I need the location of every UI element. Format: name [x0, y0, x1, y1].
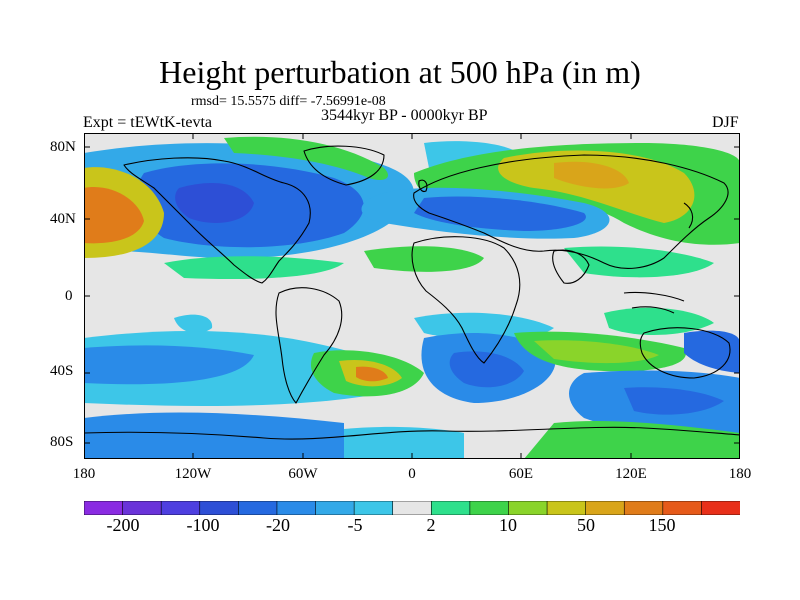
- lon-label: 180: [72, 466, 96, 482]
- lon-label: 60W: [288, 466, 318, 482]
- region-sh-negative: [84, 345, 254, 385]
- lon-label: 0: [408, 466, 416, 482]
- region-tropics-green-1: [164, 256, 344, 280]
- colorbar-swatch: [160, 501, 201, 515]
- colorbar-label: -200: [106, 515, 140, 535]
- colorbar-swatch: [353, 501, 394, 515]
- colorbar-swatch: [315, 501, 355, 515]
- colorbar-swatch: [276, 501, 317, 515]
- region-tropics-green-3: [564, 246, 714, 278]
- colorbar-swatch: [392, 501, 433, 515]
- coast-north-america: [123, 157, 311, 284]
- region-sh-pacific-negative-core: [624, 387, 724, 415]
- experiment-label: Expt = tEWtK-tevta: [83, 114, 212, 131]
- height-perturbation-map: [84, 133, 740, 459]
- coast-africa: [411, 236, 521, 364]
- colorbar-label: 150: [648, 515, 676, 535]
- colorbar-swatch: [469, 501, 510, 515]
- colorbar-swatch: [84, 501, 124, 515]
- coast-australia: [639, 327, 731, 379]
- coast-south-america: [275, 287, 343, 404]
- colorbar-label: 10: [499, 515, 517, 535]
- lat-label: 80S: [50, 434, 74, 450]
- coast-antarctica: [84, 426, 740, 440]
- region-arctic-positive: [224, 136, 389, 180]
- colorbar-swatch: [238, 501, 278, 515]
- lon-label: 60E: [508, 466, 534, 482]
- coast-india: [552, 249, 590, 284]
- region-na-negative-strong: [175, 183, 254, 223]
- coast-japan: [683, 202, 694, 229]
- colorbar-swatch: [546, 501, 587, 515]
- lat-label: 40N: [50, 211, 76, 227]
- coast-eurasia: [413, 154, 729, 269]
- colorbar-label: 2: [426, 515, 436, 535]
- lat-label: 80N: [50, 139, 76, 155]
- colorbar-label: -20: [266, 515, 290, 535]
- colorbar-label: -100: [186, 515, 220, 535]
- chart-title: Height perturbation at 500 hPa (in m): [159, 54, 641, 90]
- region-sh-positive-strong: [356, 366, 388, 382]
- colorbar-swatch: [199, 501, 240, 515]
- colorbar-label: -5: [347, 515, 363, 535]
- coast-uk: [418, 179, 428, 192]
- colorbar: [84, 501, 740, 515]
- colorbar-swatch: [585, 501, 626, 515]
- lon-label: 120W: [174, 466, 212, 482]
- region-tropics-blue-1: [174, 314, 213, 334]
- region-eurasia-positive-strong: [554, 161, 629, 189]
- region-antarctic-positive-2: [344, 426, 464, 459]
- coast-greenland: [303, 145, 385, 186]
- colorbar-swatch: [701, 501, 740, 515]
- coastlines: [84, 145, 740, 440]
- region-tropics-green-2: [364, 246, 484, 272]
- region-sh-indian-positive-core: [534, 340, 659, 364]
- colorbar-label: 50: [577, 515, 595, 535]
- lat-label: 0: [65, 288, 73, 304]
- colorbar-swatch: [623, 501, 664, 515]
- colorbar-swatch: [430, 501, 471, 515]
- region-sh-atlantic-negative-core: [449, 351, 524, 388]
- season-label: DJF: [712, 114, 739, 131]
- map-ticks: [84, 133, 740, 459]
- colorbar-swatch: [122, 501, 162, 515]
- region-npac-positive-core: [84, 187, 144, 244]
- region-antarctic-negative: [84, 412, 344, 459]
- lat-label: 40S: [50, 363, 74, 379]
- colorbar-swatch: [508, 501, 548, 515]
- lon-label: 180: [728, 466, 752, 482]
- lon-label: 120E: [615, 466, 647, 482]
- coast-indonesia: [623, 291, 685, 314]
- rmsd-diff-stats: rmsd= 15.5575 diff= -7.56991e-08: [191, 94, 386, 109]
- colorbar-swatch: [662, 501, 703, 515]
- period-label: 3544kyr BP - 0000kyr BP: [321, 107, 488, 124]
